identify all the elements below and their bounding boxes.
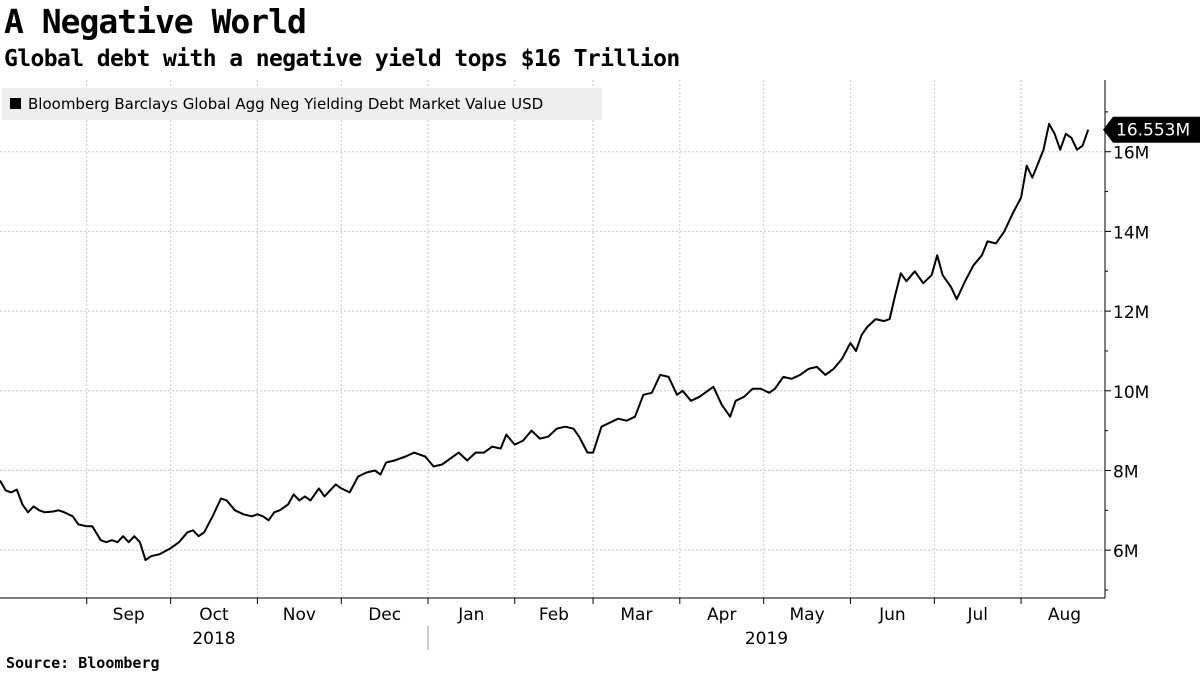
x-tick-label: Jul [966, 605, 988, 625]
y-tick-label: 16M [1113, 144, 1149, 164]
grid-lines [0, 80, 1105, 598]
x-tick-label: Dec [368, 605, 401, 625]
x-tick-label: Jan [457, 605, 484, 625]
x-tick-label: Feb [539, 605, 569, 625]
axes: 6M 8M 10M 12M 14M 16M Sep Oct Nov Dec Jan Feb Mar Apr… [0, 80, 1149, 650]
y-tick-label: 10M [1113, 383, 1149, 403]
last-value-marker: 16.553M [1103, 116, 1200, 143]
last-value-label: 16.553M [1116, 121, 1190, 141]
y-tick-label: 6M [1113, 542, 1138, 562]
source-note: Source: Bloomberg [6, 654, 160, 672]
x-tick-label: Aug [1048, 605, 1081, 625]
series-layer [0, 122, 1090, 562]
year-label-2018: 2018 [192, 629, 235, 649]
y-tick-label: 12M [1113, 303, 1149, 323]
x-tick-label: Mar [620, 605, 652, 625]
chart-subtitle: Global debt with a negative yield tops $… [4, 46, 680, 72]
x-tick-label: May [789, 605, 824, 625]
legend-background [2, 88, 602, 120]
last-value-badge [1103, 116, 1200, 143]
x-tick-label: Oct [199, 605, 229, 625]
y-tick-label: 8M [1113, 462, 1138, 482]
legend: Bloomberg Barclays Global Agg Neg Yieldi… [2, 88, 602, 120]
series-line [0, 122, 1090, 562]
x-tick-label: Sep [113, 605, 145, 625]
x-tick-label: Apr [707, 605, 736, 625]
x-tick-label: Nov [283, 605, 316, 625]
legend-swatch [10, 98, 21, 109]
y-tick-label: 14M [1113, 223, 1149, 243]
year-label-2019: 2019 [745, 629, 788, 649]
chart-title: A Negative World [4, 2, 307, 41]
legend-label: Bloomberg Barclays Global Agg Neg Yieldi… [28, 95, 543, 113]
x-tick-label: Jun [878, 605, 906, 625]
